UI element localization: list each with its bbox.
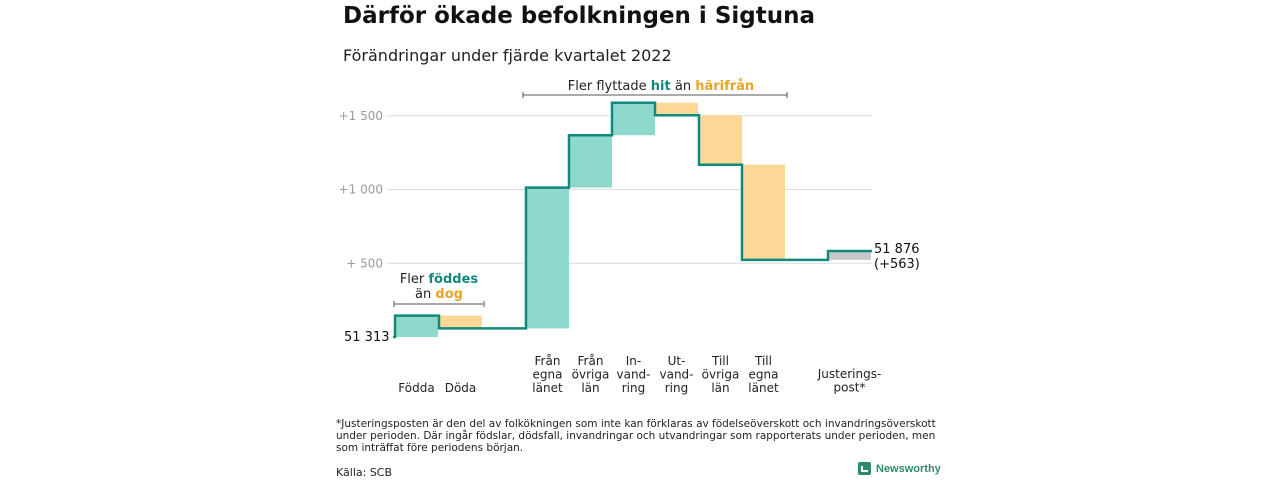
category-labels: Födda Döda Från egna länet Från övriga länIn-va… xyxy=(398,354,881,395)
bar xyxy=(699,115,742,165)
bar xyxy=(828,251,871,260)
category-label: Till egna länet xyxy=(748,354,779,395)
chart-logo-icon xyxy=(858,462,871,475)
category-label: Till övriga län xyxy=(702,354,740,395)
category-label: Födda xyxy=(398,381,434,395)
cumulative-line xyxy=(393,101,872,339)
brand-name: Newsworthy xyxy=(876,462,941,475)
bar xyxy=(395,315,438,337)
start-value-label: 51 313 xyxy=(344,330,390,345)
births-annotation-line1: Fler föddes xyxy=(400,272,479,287)
bar xyxy=(569,135,612,188)
chart-title: Därför ökade befolkningen i Sigtuna xyxy=(343,3,815,29)
waterfall-chart: + 500 +1 000 +1 500 Födda Döda Från egna länet… xyxy=(339,79,920,395)
y-tick-label: + 500 xyxy=(346,256,383,270)
bar xyxy=(742,164,785,260)
births-annotation: Fler föddes än dog xyxy=(393,272,485,307)
source-label: Källa: SCB xyxy=(336,466,393,479)
bar xyxy=(526,187,569,329)
category-label: Från egna länet xyxy=(532,354,563,395)
y-axis-ticks: + 500 +1 000 +1 500 xyxy=(339,109,383,271)
bar xyxy=(655,102,698,116)
gridlines xyxy=(387,115,872,264)
brand-logo: Newsworthy xyxy=(858,462,941,475)
end-value-label: 51 876 xyxy=(874,242,920,257)
chart-subtitle: Förändringar under fjärde kvartalet 2022 xyxy=(343,46,672,65)
bar xyxy=(439,315,482,329)
category-label: In-vand-ring xyxy=(616,354,650,395)
births-annotation-line2: än dog xyxy=(415,287,463,302)
footnote: *Justeringsposten är den del av folkökni… xyxy=(336,418,936,454)
migration-annotation-text: Fler flyttade hit än härifrån xyxy=(568,79,754,94)
bars xyxy=(395,102,871,337)
y-tick-label: +1 500 xyxy=(339,109,383,123)
category-label: Döda xyxy=(445,381,477,395)
category-label: Justerings-post* xyxy=(817,367,882,395)
y-tick-label: +1 000 xyxy=(339,183,383,197)
bar xyxy=(612,102,655,136)
category-label: Ut-vand-ring xyxy=(659,354,693,395)
end-change-label: (+563) xyxy=(874,257,920,272)
migration-annotation: Fler flyttade hit än härifrån xyxy=(522,79,788,98)
category-label: Från övriga län xyxy=(572,354,610,395)
